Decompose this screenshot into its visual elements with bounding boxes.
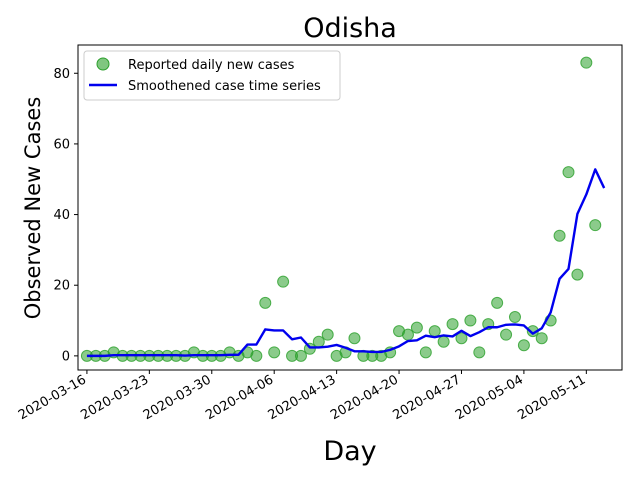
y-tick-label: 20 [53,279,70,294]
reported-case-point [321,328,334,341]
y-tick-label: 0 [62,349,70,364]
reported-case-point [589,219,602,232]
reported-case-point [580,56,593,69]
x-tick-label: 2020-04-20 [328,372,401,423]
reported-case-point [277,275,290,288]
reported-case-point [401,328,414,341]
reported-case-point [562,166,575,179]
y-tick-label: 40 [53,208,70,223]
axes-frame [77,44,623,371]
reported-case-point [455,332,468,345]
x-tick-label: 2020-05-04 [453,372,526,423]
legend: Reported daily new cases Smoothened case… [83,50,341,101]
x-axis-label: Day [323,436,376,467]
x-tick-label: 2020-03-23 [78,372,151,423]
reported-case-point [517,339,530,352]
y-axis-label: Observed New Cases [21,97,45,320]
reported-case-point [571,268,584,281]
reported-case-point [428,325,441,338]
legend-box [83,50,341,101]
x-tick-label: 2020-03-30 [141,372,214,423]
reported-case-point [259,296,272,309]
x-tick-label: 2020-04-13 [266,372,339,423]
reported-case-point [535,332,548,345]
reported-case-point [410,321,423,334]
reported-case-point [508,311,521,324]
reported-case-point [419,346,432,359]
reported-case-point [464,314,477,327]
reported-case-point [437,335,450,348]
legend-label-reported: Reported daily new cases [128,58,295,73]
reported-case-point [500,328,513,341]
reported-case-point [303,342,316,355]
x-tick-label: 2020-04-06 [203,372,276,423]
reported-case-point [348,332,361,345]
reported-case-point [268,346,281,359]
y-tick-label: 60 [53,137,70,152]
reported-case-point [250,349,263,362]
plot-area: 0204060802020-03-162020-03-232020-03-302… [16,44,623,423]
x-tick-label: 2020-04-27 [391,372,464,423]
smoothed-series-line [86,168,606,358]
reported-case-point [473,346,486,359]
reported-case-point [491,296,504,309]
reported-case-point [312,335,325,348]
reported-case-point [294,349,307,362]
legend-label-smoothened: Smoothened case time series [128,79,321,94]
reported-case-point [446,318,459,331]
chart-title: Odisha [303,13,397,44]
y-tick-label: 80 [53,67,70,82]
x-tick-label: 2020-05-11 [515,372,588,423]
x-tick-label: 2020-03-16 [16,372,89,423]
reported-case-point [553,229,566,242]
legend-marker-reported [96,57,110,71]
